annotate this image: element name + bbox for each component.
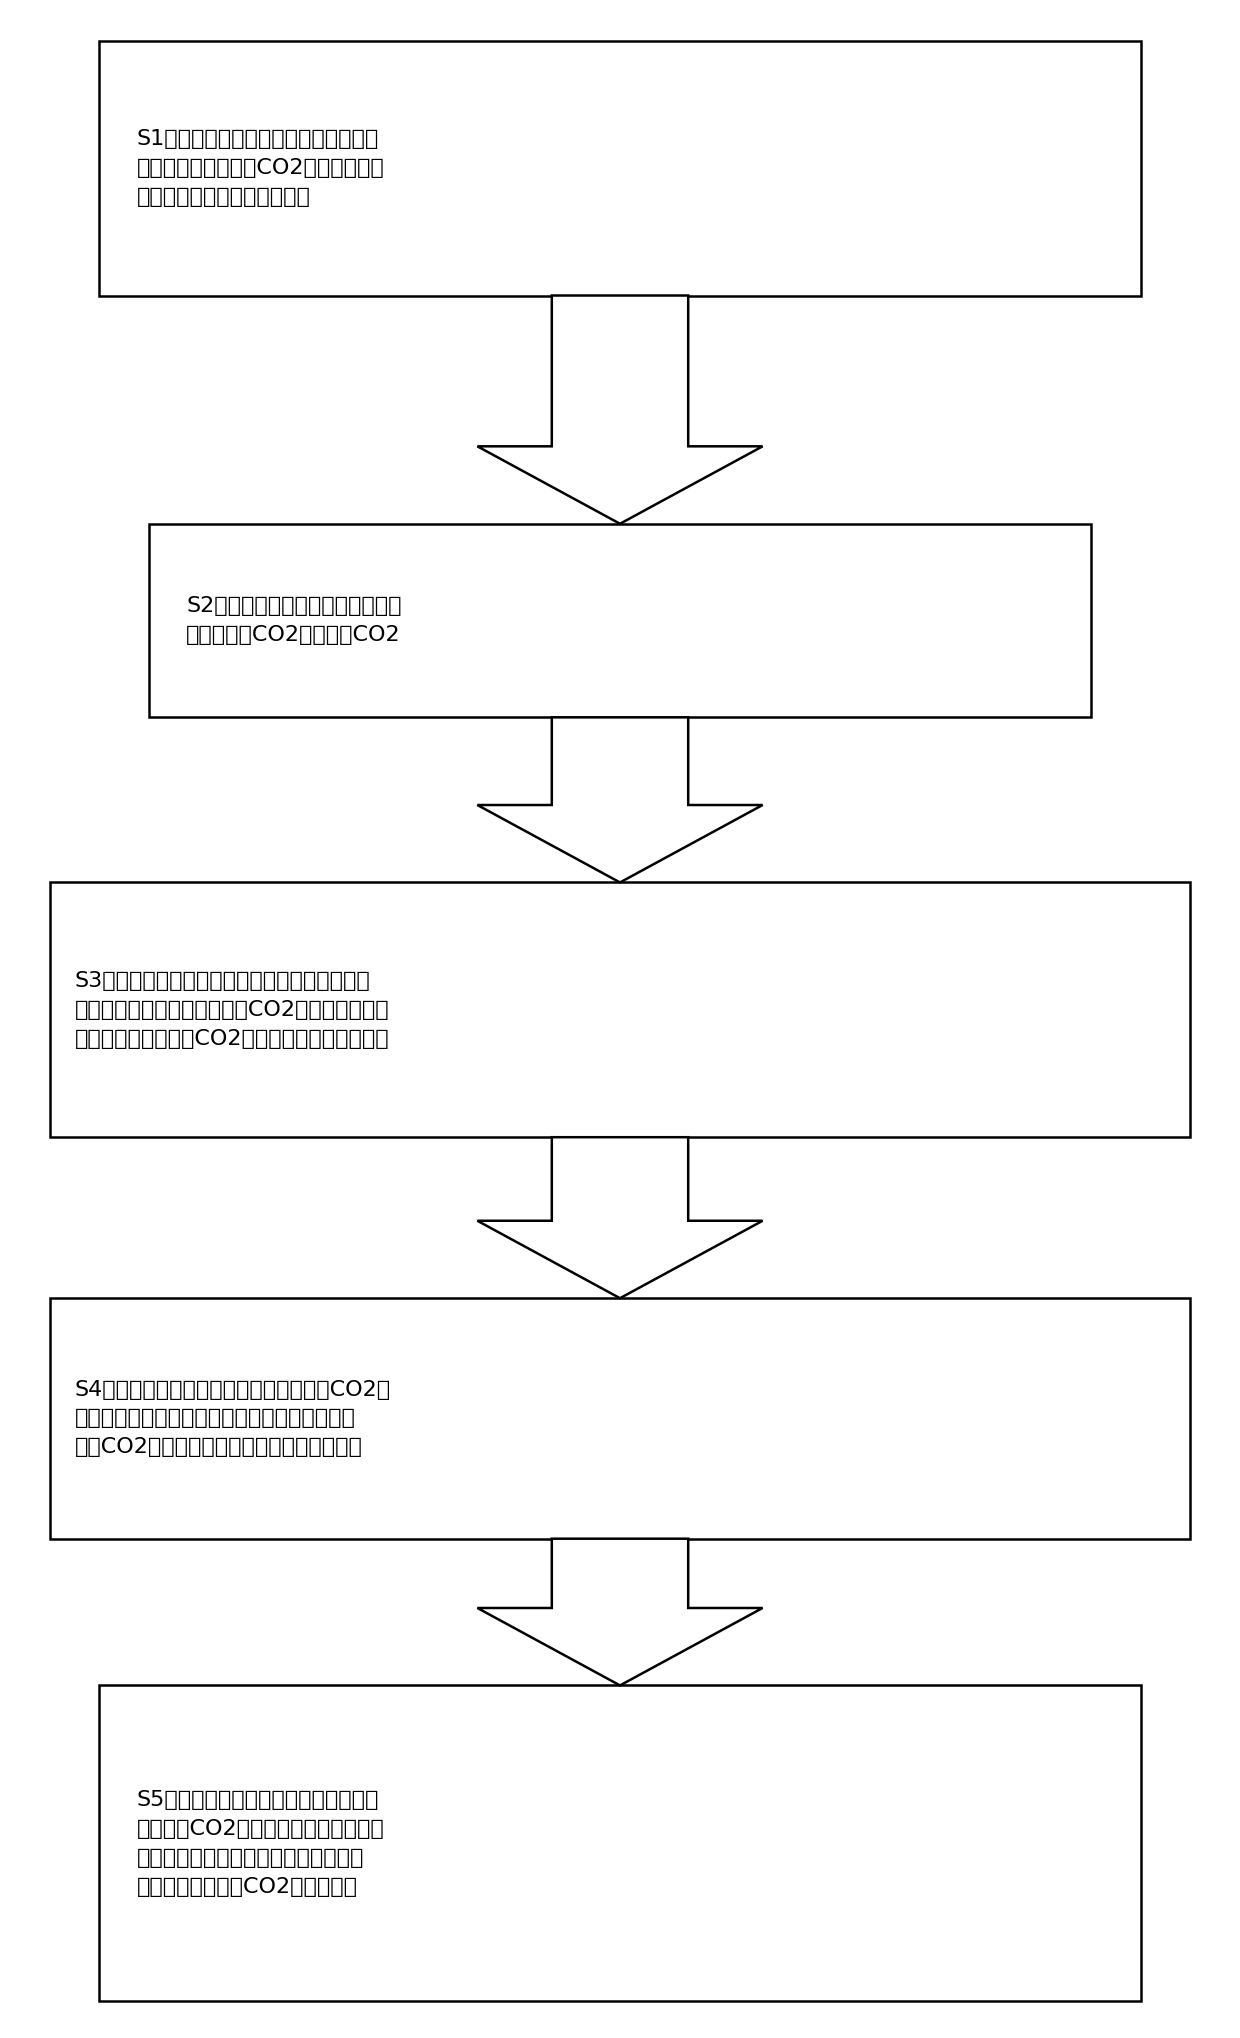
Bar xyxy=(50,882,1190,1137)
Bar xyxy=(149,524,1091,717)
Text: S4、从萌取塔顶部出来的溶解有脂肪醇的CO2进
入分离器，在分离器中收集脂肪醇；分离脂肪醇
后的CO2从分离器出来，经过冷凝器循环使用: S4、从萌取塔顶部出来的溶解有脂肪醇的CO2进 入分离器，在分离器中收集脂肪醇；… xyxy=(74,1380,391,1457)
Text: S5、当萌取时间达到预定値后，回收萌
取塔中的CO2，然后从萌取塔底部通过
收集罐收集高纯度烷基糖苷液态产品，
从分离器中分离的CO2可重复使用: S5、当萌取时间达到预定値后，回收萌 取塔中的CO2，然后从萌取塔底部通过 收集… xyxy=(136,1789,384,1897)
Text: S2、设定逆流萌取压力，然后向萌
取塔中泵入CO2钉瓶内的CO2: S2、设定逆流萌取压力，然后向萌 取塔中泵入CO2钉瓶内的CO2 xyxy=(186,597,402,644)
Bar xyxy=(99,1685,1141,2001)
Bar xyxy=(50,1298,1190,1539)
Bar xyxy=(99,41,1141,296)
Polygon shape xyxy=(477,296,763,524)
Text: S3、当萌取塔中的温度和压力达到设定値后，将
物料罐中的烷基糖苷粗品连同CO2同时按照一定比
例分别经过物料泵和CO2高压泵连续打入萌取塔中: S3、当萌取塔中的温度和压力达到设定値后，将 物料罐中的烷基糖苷粗品连同CO2同… xyxy=(74,970,389,1050)
Polygon shape xyxy=(477,717,763,882)
Text: S1、将一定量的烷基糖苷粗品放置于物
料罐中，开启超临界CO2连续逆流萌取
分离系统，设定逆流萌取温度: S1、将一定量的烷基糖苷粗品放置于物 料罐中，开启超临界CO2连续逆流萌取 分离… xyxy=(136,128,384,208)
Polygon shape xyxy=(477,1137,763,1298)
Polygon shape xyxy=(477,1539,763,1685)
